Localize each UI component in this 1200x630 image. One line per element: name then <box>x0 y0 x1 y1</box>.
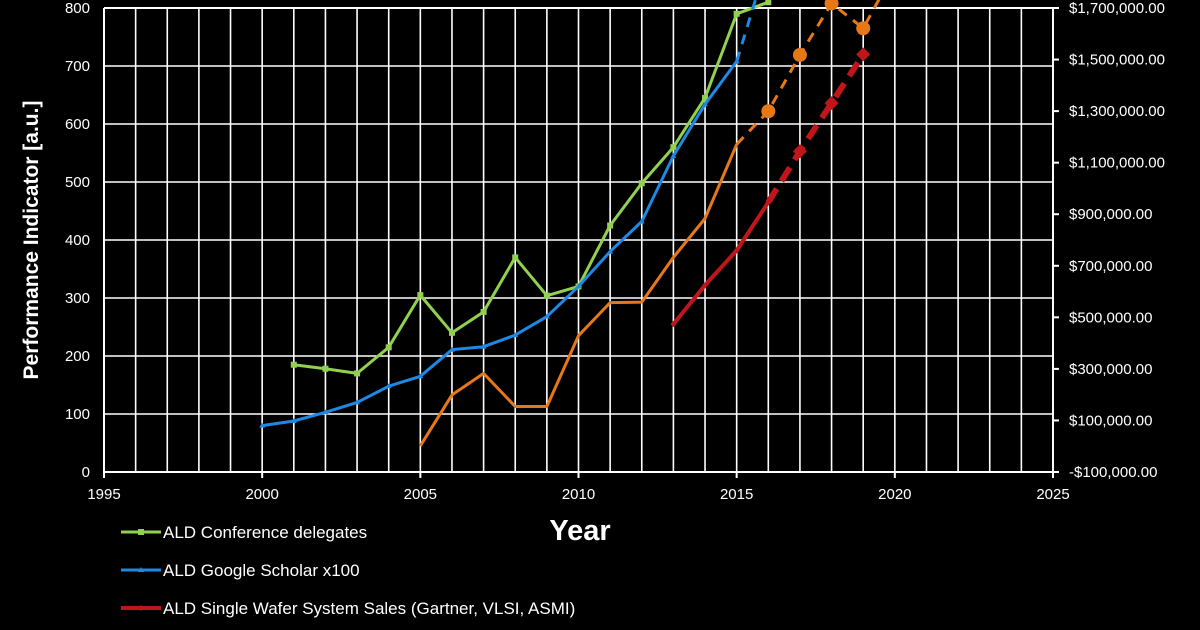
data-point <box>575 283 582 289</box>
series-1 <box>259 0 757 428</box>
legend-marker <box>138 529 144 535</box>
legend-marker <box>138 567 144 572</box>
x-tick-label: 2000 <box>245 486 278 503</box>
y-tick-label: 600 <box>65 116 90 133</box>
y2-tick-label: $1,300,000.00 <box>1069 103 1165 120</box>
data-point <box>417 373 424 379</box>
data-point <box>733 247 740 254</box>
y-tick-label: 100 <box>65 406 90 423</box>
y2-tick-label: $300,000.00 <box>1069 361 1152 378</box>
y-tick-labels: 0 100 200 300 400 500 600 700 800 <box>65 0 90 481</box>
projection-point <box>792 144 807 159</box>
data-point <box>480 308 487 315</box>
x-tick-label: 2015 <box>720 486 753 503</box>
data-point <box>607 248 614 254</box>
legend-item: ALD Single Wafer System Sales (Gartner, … <box>121 599 575 618</box>
data-point <box>670 144 677 151</box>
data-point <box>543 313 550 319</box>
data-point <box>607 222 614 229</box>
data-point <box>385 344 392 351</box>
data-point <box>702 94 709 101</box>
y-tick-label: 400 <box>65 232 90 249</box>
x-tick-label: 2020 <box>878 486 911 503</box>
y2-tick-label: -$100,000.00 <box>1069 464 1157 481</box>
projection-point <box>856 47 871 62</box>
data-point <box>733 10 740 17</box>
y2-tick-labels: -$100,000.00 $100,000.00 $300,000.00 $500,0… <box>1053 0 1165 481</box>
data-point <box>290 417 297 423</box>
data-point <box>354 370 361 377</box>
x-tick-label: 2010 <box>562 486 595 503</box>
data-point <box>733 58 740 64</box>
y-tick-label: 200 <box>65 348 90 365</box>
y2-tick-label: $900,000.00 <box>1069 206 1152 223</box>
y2-tick-label: $1,700,000.00 <box>1069 0 1165 17</box>
x-tick-label: 2005 <box>404 486 437 503</box>
data-point <box>543 292 550 299</box>
legend-item: ALD Conference delegates <box>121 523 367 542</box>
legend-label: ALD Single Wafer System Sales (Gartner, … <box>163 599 575 618</box>
legend-label: ALD Google Scholar x100 <box>163 561 360 580</box>
y2-tick-label: $1,500,000.00 <box>1069 52 1165 69</box>
projection-point <box>856 21 871 36</box>
projection-point <box>792 47 807 62</box>
projection-point <box>761 104 776 119</box>
x-tick-labels: 1995 2000 2005 2010 2015 2020 2025 <box>87 486 1069 503</box>
x-tick-label: 1995 <box>87 486 120 503</box>
horizontal-gridlines <box>104 65 1053 415</box>
data-point <box>322 409 329 415</box>
data-point <box>765 199 772 206</box>
legend-label: ALD Conference delegates <box>163 523 367 542</box>
series-projection-line <box>735 0 757 62</box>
y2-tick-label: $100,000.00 <box>1069 412 1152 429</box>
series-projection-line <box>765 52 866 204</box>
y-axis-title: Performance Indicator [a.u.] <box>20 101 43 380</box>
data-point <box>670 321 677 328</box>
data-point <box>765 0 772 6</box>
y-tick-label: 500 <box>65 174 90 191</box>
y-tick-label: 800 <box>65 0 90 17</box>
projection-point <box>824 0 839 11</box>
data-point <box>702 282 709 289</box>
series-line <box>671 201 770 326</box>
series-3 <box>670 47 871 328</box>
data-point <box>512 332 519 338</box>
y2-tick-label: $700,000.00 <box>1069 258 1152 275</box>
projection-point <box>824 96 839 111</box>
data-point <box>417 292 424 299</box>
series-0 <box>290 0 772 377</box>
data-point <box>385 383 392 389</box>
legend-item: ALD Google Scholar x100 <box>121 561 360 580</box>
data-point <box>448 329 455 336</box>
y2-tick-label: $500,000.00 <box>1069 309 1152 326</box>
data-point <box>702 101 709 107</box>
data-point <box>354 399 361 405</box>
series-line <box>419 143 739 447</box>
y-tick-label: 0 <box>82 464 90 481</box>
legend: ALD Conference delegates ALD Google Schol… <box>121 523 575 618</box>
series-line <box>293 0 769 375</box>
data-point <box>638 180 645 187</box>
series-line <box>261 60 738 428</box>
x-tick-label: 2025 <box>1036 486 1069 503</box>
data-point <box>638 218 645 224</box>
series-2 <box>419 0 881 447</box>
x-axis-title: Year <box>549 515 610 547</box>
y2-tick-label: $1,100,000.00 <box>1069 155 1165 172</box>
data-point <box>290 361 297 368</box>
data-point <box>322 365 329 372</box>
series-layer <box>259 0 881 447</box>
data-point <box>259 422 266 428</box>
data-point <box>512 254 519 261</box>
data-point <box>448 346 455 352</box>
legend-marker <box>138 605 144 611</box>
data-point <box>670 152 677 158</box>
data-point <box>480 343 487 349</box>
y-tick-label: 300 <box>65 290 90 307</box>
y-tick-label: 700 <box>65 58 90 75</box>
